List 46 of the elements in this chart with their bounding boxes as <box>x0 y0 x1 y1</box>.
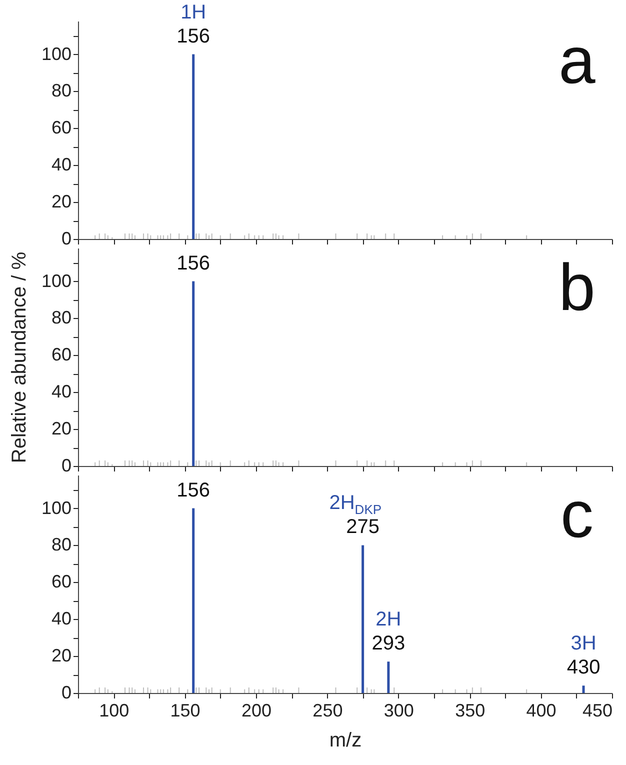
annotation: a <box>558 23 596 97</box>
y-tick-label: 0 <box>61 228 72 248</box>
bar <box>362 545 364 693</box>
y-tick-label: 100 <box>41 270 72 291</box>
x-axis-title: m/z <box>329 730 362 752</box>
annotation: 156 <box>176 25 210 48</box>
y-axis-title: Relative abundance / % <box>8 252 30 464</box>
annotation: 156 <box>176 252 210 274</box>
x-tick-label: 250 <box>312 700 343 720</box>
x-tick-label: 150 <box>170 700 200 720</box>
y-tick-label: 40 <box>51 382 72 402</box>
annotation: 430 <box>566 656 600 679</box>
y-tick-label: 80 <box>51 80 72 101</box>
annotation: b <box>558 250 596 324</box>
annotation: 1H <box>180 1 206 24</box>
y-tick-label: 100 <box>41 498 72 518</box>
y-tick-label: 40 <box>51 154 72 175</box>
y-tick-label: 100 <box>41 44 72 64</box>
annotation: 156 <box>176 479 210 502</box>
y-tick-label: 20 <box>51 646 72 666</box>
x-tick-label: 350 <box>455 700 486 720</box>
x-tick-label: 450 <box>582 700 612 720</box>
y-tick-label: 0 <box>61 682 72 702</box>
x-tick-label: 200 <box>241 700 272 720</box>
x-tick-label: 300 <box>384 700 414 720</box>
bar <box>192 54 195 239</box>
y-tick-label: 20 <box>51 192 72 212</box>
x-tick-label: 100 <box>99 700 130 720</box>
y-tick-label: 60 <box>51 572 72 592</box>
y-tick-label: 80 <box>51 308 72 328</box>
annotation: 275 <box>346 516 380 538</box>
annotation: 293 <box>372 632 406 655</box>
y-tick-label: 40 <box>51 608 72 629</box>
annotation: 2H <box>376 608 402 631</box>
y-tick-label: 80 <box>51 534 72 555</box>
bar <box>192 281 195 466</box>
y-tick-label: 0 <box>61 456 72 476</box>
bar <box>192 508 195 693</box>
annotation: c <box>560 477 594 551</box>
annotation: 3H <box>570 632 596 655</box>
x-tick-label: 400 <box>526 700 556 720</box>
bar <box>387 662 390 693</box>
bar <box>582 686 585 693</box>
y-tick-label: 60 <box>51 118 72 138</box>
y-tick-label: 20 <box>51 418 72 439</box>
y-tick-label: 60 <box>51 344 72 365</box>
